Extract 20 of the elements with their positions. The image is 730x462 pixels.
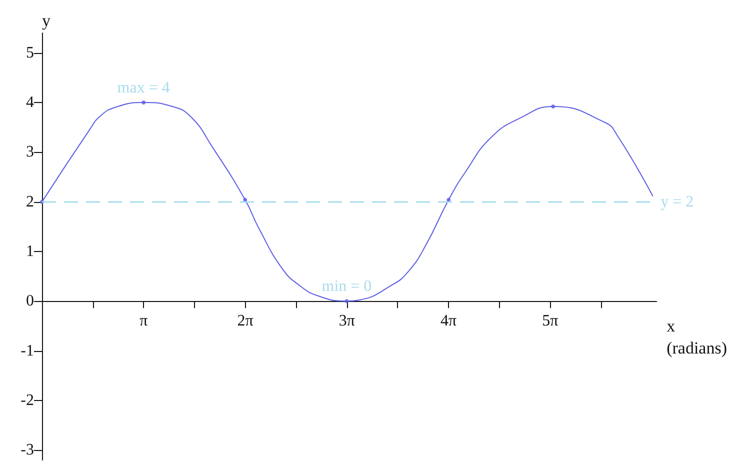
- x-tick-label: 4π: [440, 312, 457, 330]
- y-axis-title: y: [42, 11, 51, 30]
- y-tick-label: 4: [26, 94, 34, 112]
- x-tick-label: 3π: [338, 312, 355, 330]
- y-tick-label: -2: [20, 392, 34, 409]
- x-axis-title: x (radians): [666, 316, 728, 358]
- y-tick-label: 5: [26, 44, 34, 62]
- x-tick-label: π: [140, 312, 148, 330]
- y-tick-label: 0: [26, 292, 34, 310]
- line-series: [42, 102, 654, 302]
- y-tick-label: 1: [26, 242, 34, 260]
- y-tick-label: -3: [20, 442, 34, 459]
- annotation: min = 0: [322, 278, 372, 296]
- y-tick-label: 2: [26, 193, 34, 210]
- y-tick-label: -1: [20, 342, 34, 360]
- x-tick-label: 2π: [237, 312, 254, 330]
- x-tick-label: 5π: [542, 312, 558, 330]
- annotation: max = 4: [117, 80, 170, 97]
- ref-line-label: y = 2: [660, 193, 694, 210]
- y-tick-label: 3: [26, 144, 34, 161]
